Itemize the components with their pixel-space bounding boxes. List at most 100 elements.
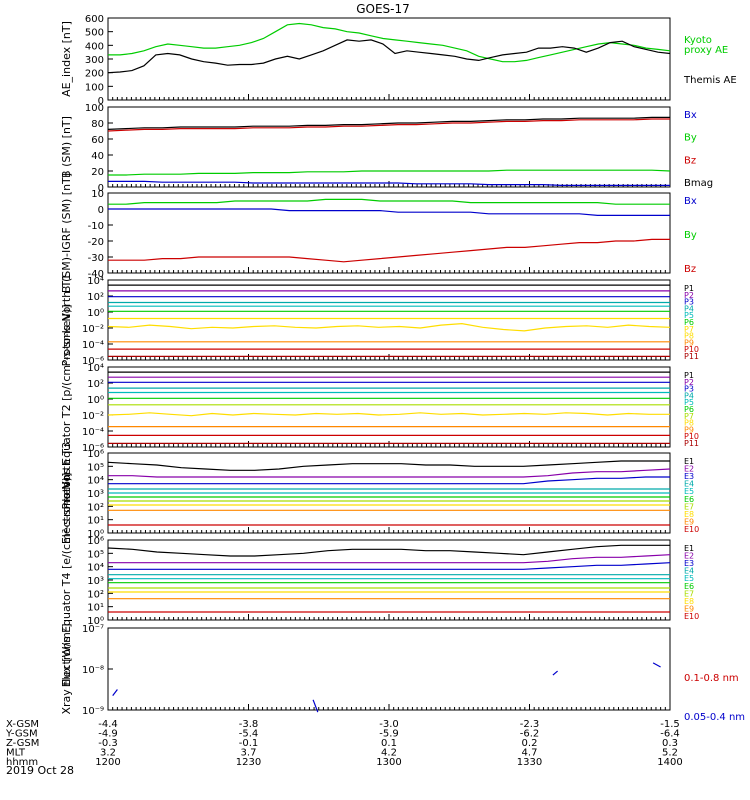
y-tick-label: 100: [85, 82, 104, 93]
y-axis-label: B (SM)-IGRF (SM) [nT]: [60, 173, 73, 293]
legend-label: E3: [684, 559, 694, 568]
legend-label: E8: [684, 597, 694, 606]
legend-label: E3: [684, 472, 694, 481]
series-line: [107, 39, 671, 74]
legend-label: 0.1-0.8 nm: [684, 673, 739, 684]
y-tick-label: 200: [85, 69, 104, 80]
legend-label: E4: [684, 567, 694, 576]
series-line: [108, 169, 671, 176]
xray-segment: [312, 699, 319, 713]
y-tick-label: 10⁰: [87, 308, 104, 319]
x-axis-row-label: Z-GSM: [6, 738, 39, 749]
x-axis-info: X-GSM -4.4 -3.8 -3.0 -2.3 -1.5 Y-GSM -4.9 -5.4 -5…: [5, 719, 683, 768]
panel-1: 0 100 200 300 400 500 600 AE_index [nT] Kyotopro…: [60, 14, 737, 107]
xray-segment: [652, 662, 661, 668]
x-axis-row-value: 4.2: [381, 748, 397, 759]
x-axis-row-value: 1330: [517, 757, 542, 768]
y-tick-label: 10²: [87, 502, 104, 513]
legend-label: By: [684, 230, 697, 241]
y-tick-label: 10¹: [87, 603, 104, 614]
x-axis-row-value: 1400: [657, 757, 682, 768]
y-tick-label: 80: [91, 119, 104, 130]
x-axis-row-value: 0.1: [381, 738, 397, 749]
y-tick-label: 10¹: [87, 516, 104, 527]
legend-label: E2: [684, 552, 694, 561]
series-line: [107, 412, 670, 417]
y-axis-label: Protons North T1: [60, 274, 73, 367]
x-axis-row-value: -1.5: [660, 719, 680, 730]
legend-label: Bz: [684, 155, 696, 166]
y-tick-label: 600: [85, 14, 104, 25]
x-axis-row-value: -5.9: [379, 729, 399, 740]
legend-label: P2: [684, 378, 694, 387]
y-tick-label: 10²: [87, 292, 104, 303]
y-tick-label: 10⁵: [87, 462, 104, 473]
y-tick-label: 10⁰: [87, 616, 104, 627]
series-line: [108, 562, 671, 570]
series-line: [108, 198, 670, 205]
x-axis-row-value: -2.3: [520, 719, 540, 730]
y-axis-label: B (SM) [nT]: [60, 116, 73, 178]
y-tick-label: 10⁶: [87, 449, 104, 460]
x-axis-row-value: -5.4: [239, 729, 259, 740]
legend-label: By: [684, 133, 697, 144]
panel-frame: [107, 192, 671, 274]
y-tick-label: 20: [91, 167, 104, 178]
y-axis-label: Electrons North T3: [60, 442, 73, 544]
y-axis-label: Protons Equator T2 [p/(cm²-s-sr-keV)]: [60, 304, 73, 509]
y-tick-label: 400: [85, 41, 104, 52]
chart-title: GOES-17: [356, 2, 410, 16]
y-axis-label: Xray flux [W/m²]: [60, 623, 73, 714]
y-tick-label: -30: [88, 253, 104, 264]
series-line: [108, 208, 670, 216]
panel-2: 0 20 40 60 80 100 B (SM) [nT] Bx By Bz Bmag: [60, 103, 713, 194]
legend-label: P1: [684, 371, 694, 380]
legend-label: P4: [684, 304, 694, 313]
y-tick-label: 10³: [87, 576, 104, 587]
legend-label: P7: [684, 412, 694, 421]
y-tick-label: 10⁻⁶: [82, 356, 104, 367]
series-line: [108, 238, 670, 263]
y-tick-label: 10²: [87, 589, 104, 600]
x-axis-row-value: 5.2: [662, 748, 678, 759]
legend-label: E1: [684, 544, 694, 553]
xray-segment: [552, 670, 558, 676]
y-tick-label: 10⁻⁹: [82, 706, 104, 717]
legend-label: E6: [684, 495, 694, 504]
series-line: [108, 180, 670, 186]
y-tick-label: 10⁴: [87, 276, 104, 287]
series-line: [108, 554, 671, 564]
legend-label: Bz: [684, 264, 696, 275]
y-tick-label: 40: [91, 151, 104, 162]
y-tick-label: -40: [88, 269, 104, 280]
legend-label: P3: [684, 385, 694, 394]
series-line: [108, 476, 670, 485]
legend-label: E9: [684, 517, 694, 526]
series-line: [107, 460, 670, 471]
legend-label: E5: [684, 487, 694, 496]
x-axis-row-value: 1200: [95, 757, 120, 768]
panel-frame: [107, 106, 671, 188]
legend-label: E5: [684, 574, 694, 583]
legend-label: E1: [684, 457, 694, 466]
series-line: [108, 22, 671, 63]
panel-frame: [107, 539, 671, 621]
legend-label: P2: [684, 291, 694, 300]
legend-label: P6: [684, 405, 694, 414]
x-axis-row-value: -3.0: [379, 719, 399, 730]
x-axis-row-value: -6.4: [660, 729, 680, 740]
y-tick-label: 10⁰: [87, 529, 104, 540]
panel-7: 10⁶ 10⁵ 10⁴ 10³ 10² 10¹ 10⁰ Electrons Equator T…: [60, 473, 699, 688]
y-tick-label: 10⁴: [87, 563, 104, 574]
y-tick-label: 60: [91, 135, 104, 146]
legend-label: P5: [684, 311, 694, 320]
x-axis-row-value: 0.2: [522, 738, 538, 749]
legend-label: E10: [684, 525, 699, 534]
x-axis-row-label: hhmm: [6, 757, 38, 768]
date-label: 2019 Oct 28: [6, 764, 74, 777]
y-tick-label: 10²: [87, 379, 104, 390]
